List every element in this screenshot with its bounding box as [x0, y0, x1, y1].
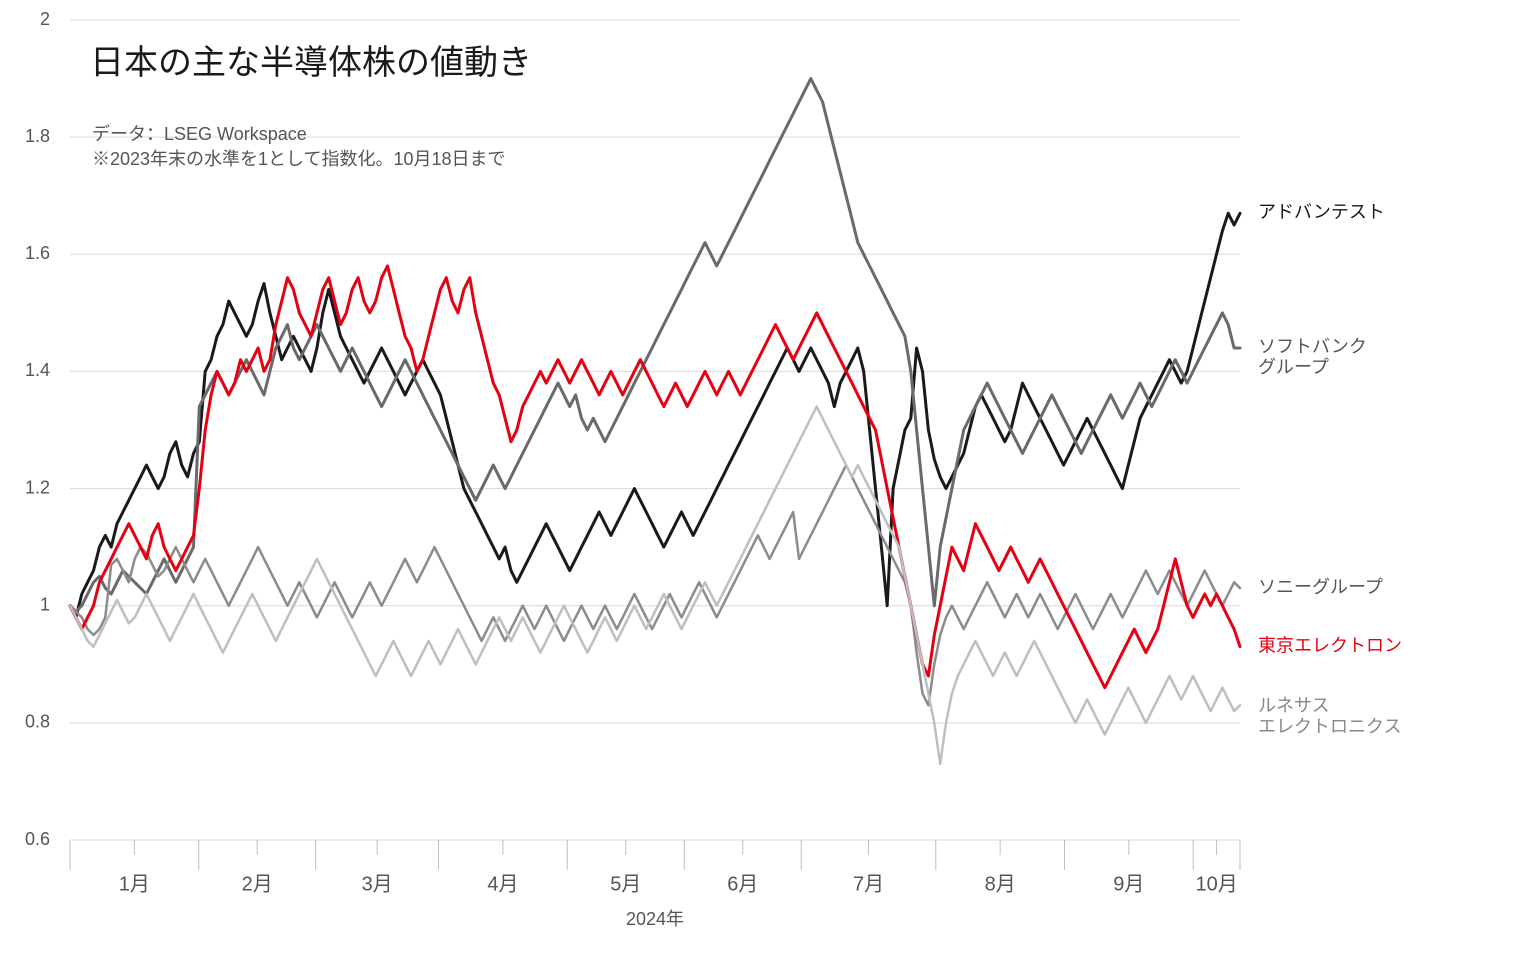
svg-text:1月: 1月 [119, 873, 150, 895]
svg-text:9月: 9月 [1113, 873, 1144, 895]
series-label: ソフトバンク [1258, 336, 1367, 356]
svg-text:0.8: 0.8 [25, 712, 50, 732]
svg-text:8月: 8月 [985, 873, 1016, 895]
svg-text:5月: 5月 [610, 873, 641, 895]
svg-text:6月: 6月 [727, 873, 758, 895]
svg-text:1.8: 1.8 [25, 126, 50, 146]
svg-text:2月: 2月 [242, 873, 273, 895]
svg-text:1.6: 1.6 [25, 243, 50, 263]
svg-text:10月: 10月 [1195, 873, 1237, 895]
svg-text:7月: 7月 [853, 873, 884, 895]
series-label: アドバンテスト [1258, 202, 1385, 222]
svg-text:1.4: 1.4 [25, 360, 50, 380]
chart-subtitle: データ：LSEG Workspace [92, 124, 307, 144]
series-label: ソニーグループ [1258, 577, 1383, 597]
svg-text:2024年: 2024年 [626, 909, 684, 929]
svg-text:1: 1 [40, 594, 50, 614]
series-label: ルネサス [1258, 696, 1330, 716]
svg-text:3月: 3月 [362, 873, 393, 895]
svg-text:4月: 4月 [487, 873, 518, 895]
series-line [70, 465, 1240, 705]
svg-text:1.2: 1.2 [25, 477, 50, 497]
svg-text:0.6: 0.6 [25, 829, 50, 849]
series-label: グループ [1258, 357, 1329, 377]
svg-text:2: 2 [40, 9, 50, 29]
series-label: エレクトロニクス [1258, 716, 1401, 736]
line-chart: 0.6 0.8 1 1.2 1.4 1.6 1.8 2 1月 2月 3月 4月 5月 6月 7月 8月 9月 10… [0, 0, 1518, 980]
series-line [70, 213, 1240, 617]
chart-container: 0.6 0.8 1 1.2 1.4 1.6 1.8 2 1月 2月 3月 4月 5月 6月 7月 8月 9月 10… [0, 0, 1518, 980]
chart-title: 日本の主な半導体株の値動き [90, 44, 532, 82]
series-label: 東京エレクトロン [1258, 635, 1402, 655]
chart-subtitle: ※2023年末の水準を1として指数化。10月18日まで [92, 149, 506, 169]
